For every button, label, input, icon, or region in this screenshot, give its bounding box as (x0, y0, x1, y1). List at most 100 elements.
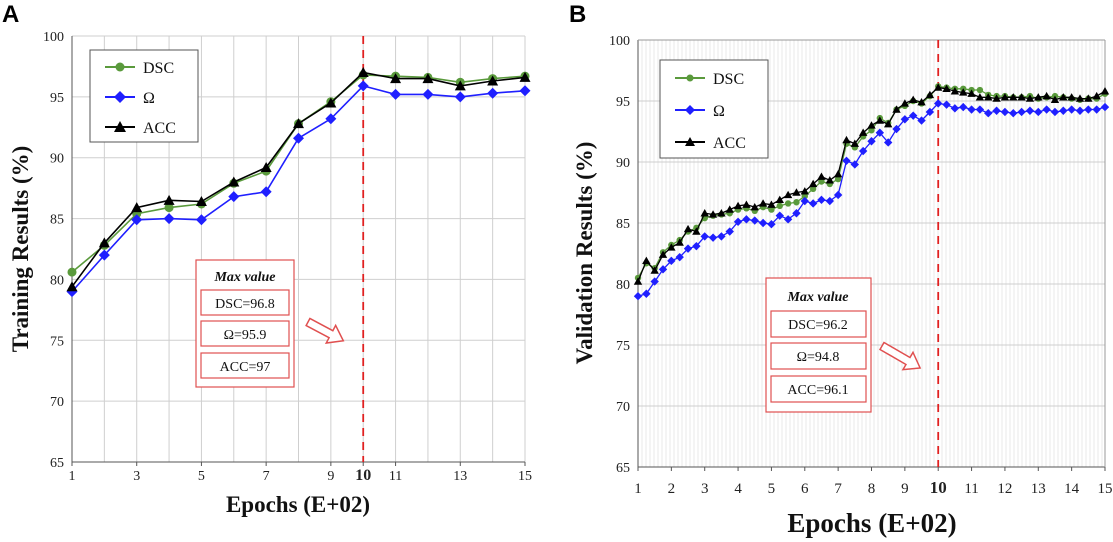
panel-a-y-tick-label: 75 (50, 334, 64, 349)
panel-a-dsc-point (67, 267, 77, 277)
panel-a-x-tick-label: 9 (327, 469, 334, 484)
panel-b-omega-point (758, 218, 768, 228)
panel-a-acc-point (260, 161, 272, 172)
panel-a-max-value-dsc-box (200, 289, 290, 316)
panel-b-max-value-omega-box (770, 342, 867, 370)
panel-a-y-tick-label: 85 (50, 213, 64, 228)
panel-b-max-value-box: Max value DSC=96.2 Ω=94.8 ACC=96.1 (765, 277, 872, 413)
panel-b-acc-point (675, 238, 684, 246)
panel-b-omega-point (1059, 106, 1068, 115)
panel-b-omega-point (883, 138, 893, 147)
panel-b-acc-point (800, 187, 809, 195)
panel-b-omega-point (959, 102, 968, 112)
panel-a-omega-point (260, 186, 272, 198)
panel-a-acc-point (454, 80, 466, 91)
panel-a-x-tick-label: 15 (518, 469, 532, 484)
panel-b-legend-dsc-label: DSC (713, 71, 744, 88)
panel-b-acc-point (992, 94, 1001, 102)
panel-b-omega-point (1050, 107, 1060, 117)
panel-a-y-tick-labels: 65 70 75 80 85 90 95 100 (43, 30, 64, 471)
panel-b-acc-point (875, 116, 885, 124)
panel-b-omega-point (717, 232, 726, 241)
panel-b-omega-point (1100, 102, 1110, 112)
panel-b-acc-point (942, 84, 951, 92)
panel-b-legend-acc-label: ACC (713, 135, 746, 152)
panel-b-acc-point (1017, 93, 1026, 101)
panel-b-acc-point (817, 172, 826, 180)
panel-b-dsc-point (784, 200, 792, 207)
panel-b-acc-point (858, 128, 868, 136)
panel-a-series (66, 67, 531, 298)
panel-b-omega-point (950, 104, 960, 113)
panel-b-dsc-point (868, 127, 875, 134)
panel-b-acc-point (750, 202, 759, 211)
panel-b-omega-point (992, 106, 1001, 115)
panel-b-acc-point (867, 121, 876, 129)
panel-a-omega-point (487, 87, 499, 99)
panel-a-arrow-icon (305, 317, 345, 344)
panel-a-acc-point (228, 176, 240, 187)
panel-b-omega-point (642, 289, 651, 298)
panel-a-acc-point (293, 118, 304, 129)
panel-b-omega-point (1067, 105, 1076, 114)
panel-b-x-tick-label: 9 (901, 481, 909, 497)
panel-b-x-tick-label: 3 (701, 481, 709, 497)
panel-b-y-tick-label: 95 (616, 95, 630, 110)
panel-b-y-tick-label: 85 (616, 217, 630, 232)
panel-b-acc-point (725, 205, 734, 213)
panel-b-acc-point (1042, 91, 1051, 100)
panel-b-acc-point (967, 89, 976, 97)
panel-a-max-value-acc: ACC=97 (220, 360, 271, 375)
panel-letter-b: B (569, 1, 586, 28)
panel-b-acc-point (642, 256, 651, 265)
panel-b-omega-point (700, 232, 709, 241)
panel-b-arrow-icon (878, 341, 922, 371)
panel-a-omega-point (98, 249, 110, 261)
panel-b-x-tick-label: 13 (1031, 481, 1046, 497)
panel-a-omega-point (325, 113, 337, 125)
panel-b-omega-point (1075, 106, 1085, 115)
panel-b-acc-point (1075, 94, 1085, 102)
panel-b-omega-point (942, 100, 951, 109)
panel-b-acc-point (892, 105, 901, 113)
panel-b-omega-point (975, 105, 985, 114)
panel-a-x-tick-label: 5 (198, 469, 205, 484)
panel-b-max-value-title: Max value (786, 290, 848, 305)
panel-b-series (633, 83, 1110, 301)
panel-a-x-tick-label: 7 (263, 469, 270, 484)
panel-a-x-tick-label: 1 (69, 469, 76, 484)
panel-b-x-tick-label: 8 (868, 481, 876, 497)
panel-b-legend-dsc-marker (686, 74, 694, 82)
panel-b-legend-acc-marker (685, 137, 695, 146)
panel-b-y-axis-title: Validation Results (%) (572, 142, 597, 365)
panel-b-omega-point (775, 211, 784, 220)
panel-b-acc-point (1059, 93, 1068, 101)
panel-b-omega-point (1042, 105, 1051, 114)
panel-a-omega-point (195, 214, 207, 226)
panel-b-omega-point (858, 146, 868, 156)
panel-b-acc-point (683, 224, 693, 233)
panel-b-acc-point (775, 195, 784, 204)
panel-b-omega-point (892, 124, 901, 134)
panel-b-max-value-omega: Ω=94.8 (797, 350, 840, 365)
panel-b-acc-point (808, 179, 818, 188)
panel-b-omega-point (733, 217, 743, 226)
panel-b-acc-point (1092, 91, 1101, 100)
panel-b-acc-point (708, 210, 718, 218)
panel-a-dsc-point (164, 203, 174, 213)
panel-b-omega-point (792, 209, 801, 218)
panel-b-dsc-point (768, 206, 775, 213)
panel-b-acc-point (1034, 93, 1043, 101)
panel-b-acc-point (1025, 94, 1035, 102)
panel-b-acc-point (833, 170, 843, 178)
panel-b-y-tick-label: 65 (616, 461, 630, 476)
panel-b-acc-point (1067, 93, 1076, 101)
panel-a-max-value-title: Max value (213, 270, 275, 285)
panel-a-legend-dsc-label: DSC (143, 60, 174, 77)
panel-a-omega-point (357, 80, 369, 92)
panel-b-x-tick-labels: 1 2 3 4 5 6 7 8 9 10 11 12 13 14 15 (634, 478, 1112, 497)
panel-b-x-tick-label-highlight: 10 (930, 478, 947, 497)
panel-b-acc-point (950, 87, 960, 95)
